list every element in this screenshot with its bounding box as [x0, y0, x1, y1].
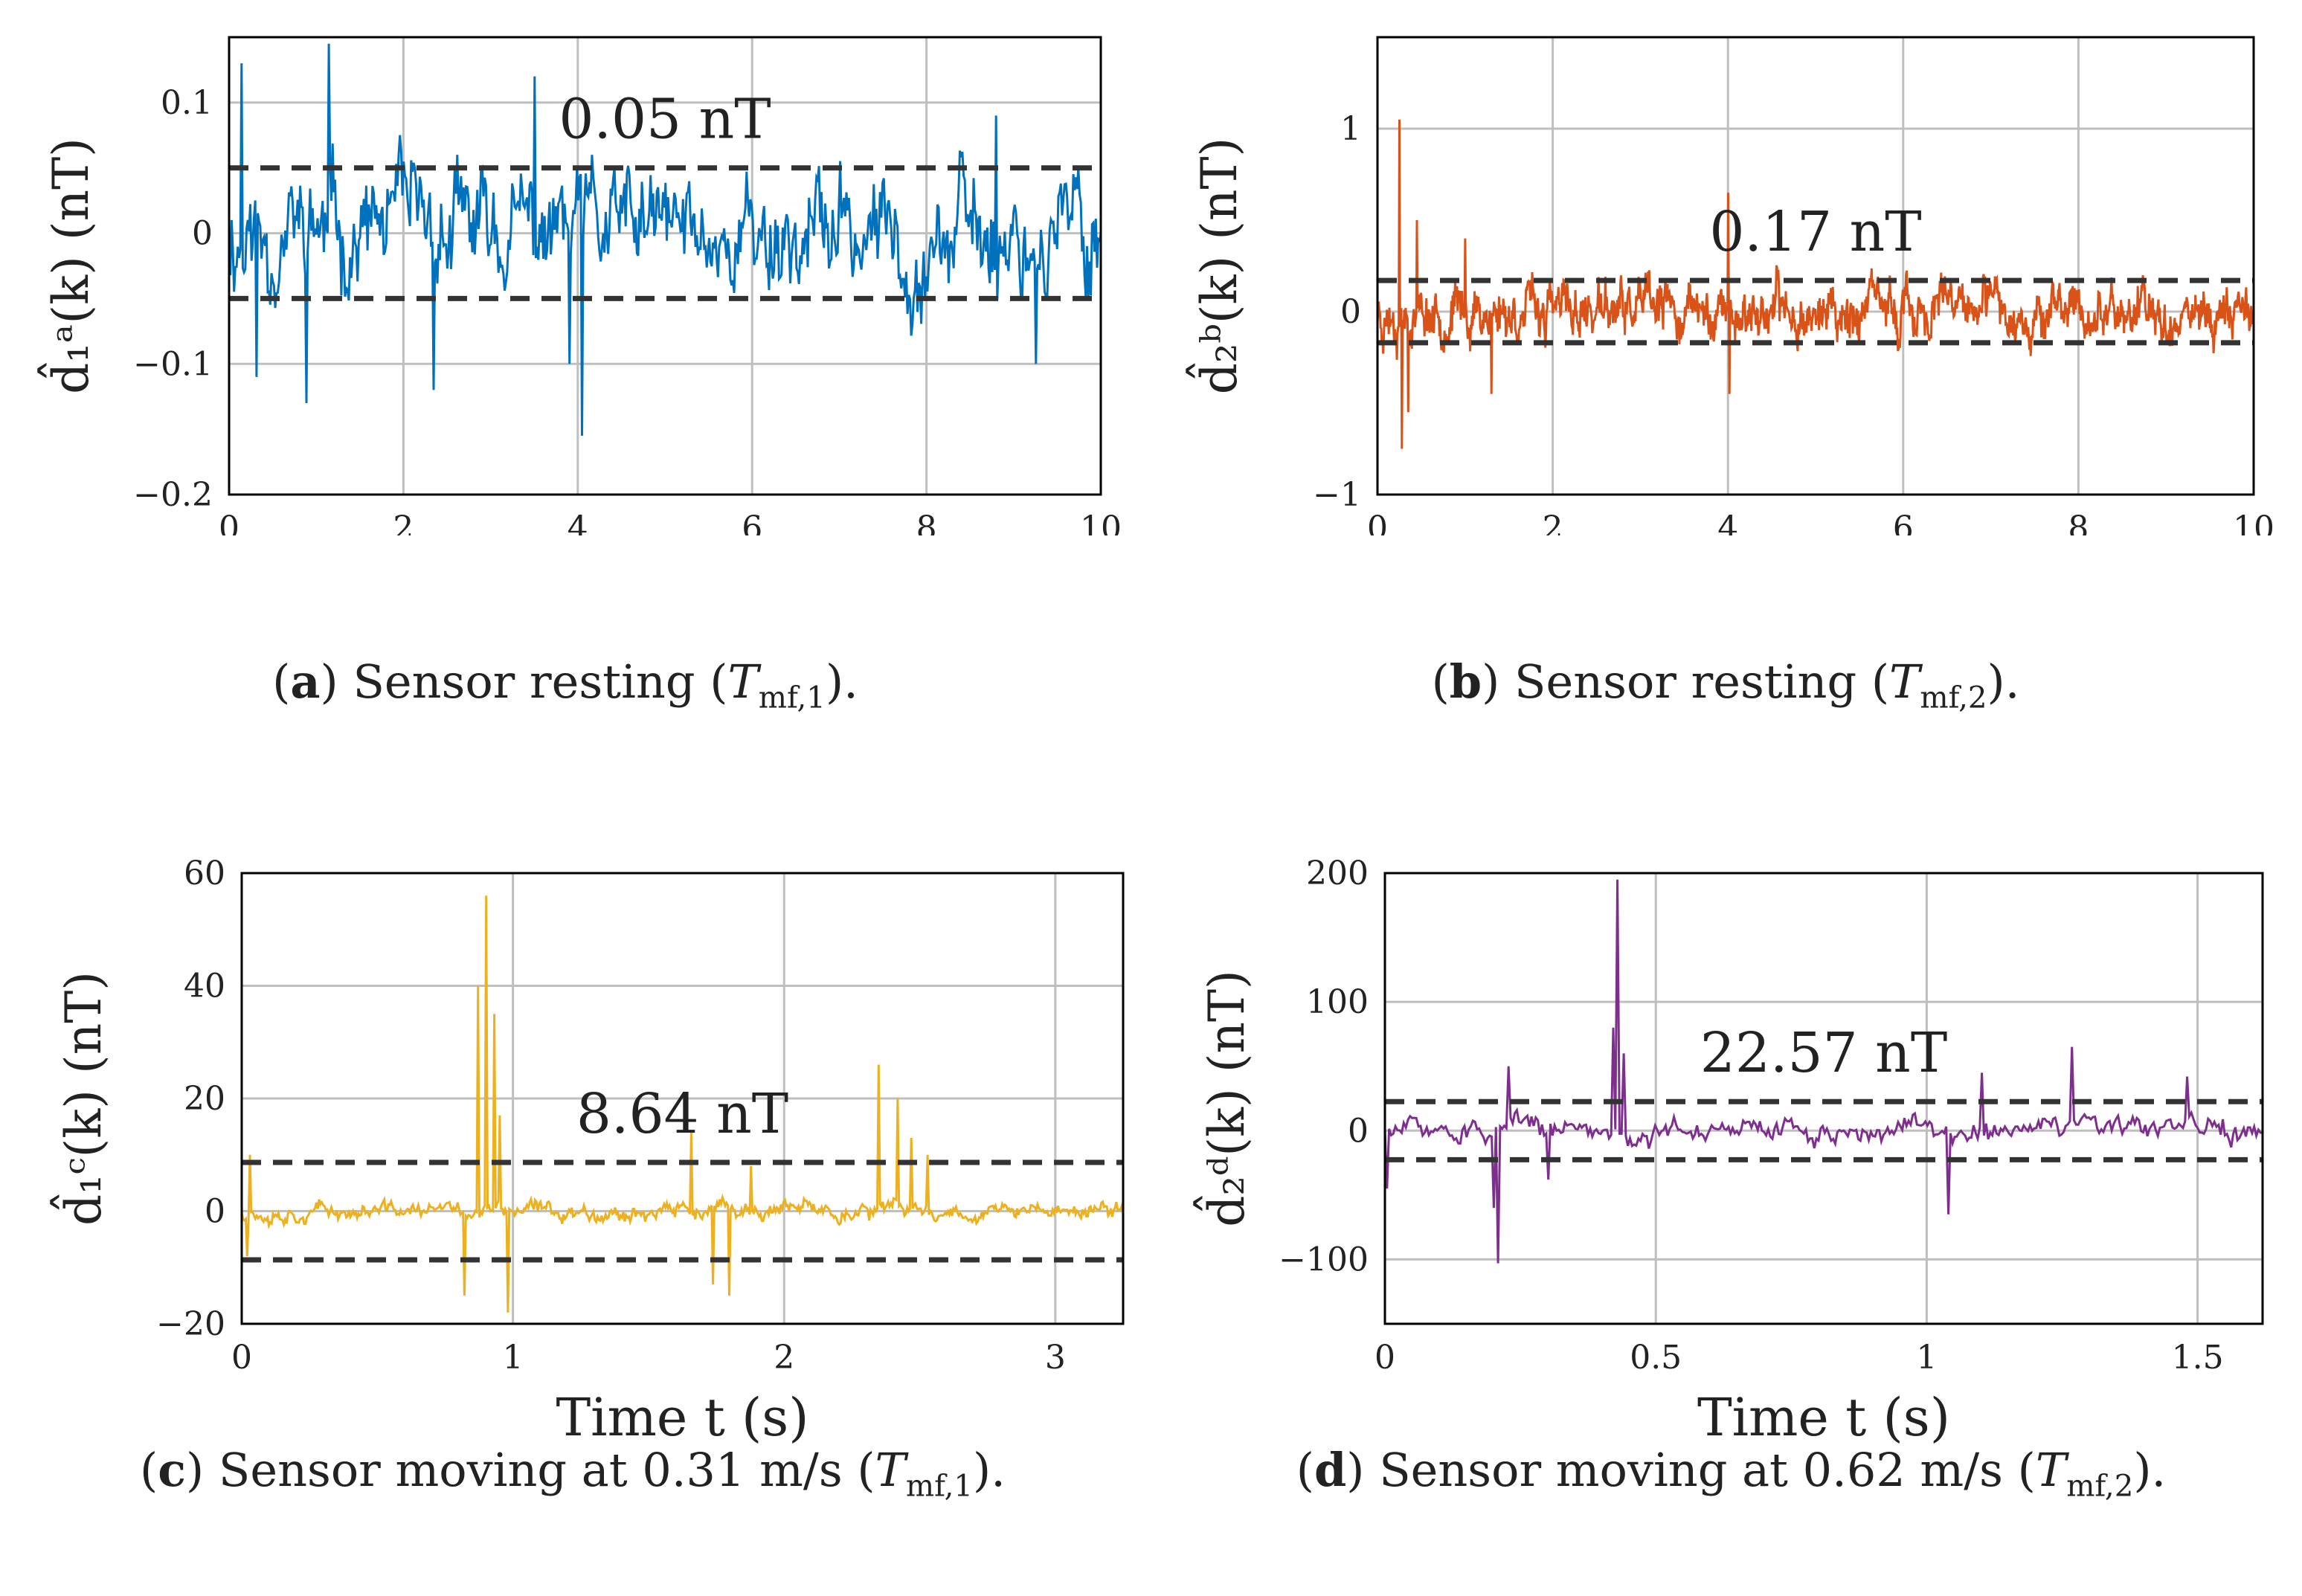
- x-tick-label: 0: [219, 509, 239, 535]
- x-tick-label: 0: [231, 1339, 252, 1377]
- caption-var: T: [727, 654, 759, 709]
- series-line-d2b: [1377, 119, 2254, 449]
- caption-end: ).: [1987, 654, 2020, 709]
- x-tick-label: 0: [1375, 1339, 1395, 1377]
- x-tick-label: 6: [1893, 509, 1914, 535]
- caption-sub: mf,2: [2066, 1468, 2134, 1504]
- axes-box: [1383, 872, 2264, 1325]
- y-tick-label: 1: [1340, 110, 1361, 148]
- axes-box: [228, 36, 1102, 496]
- x-tick-label: 4: [568, 509, 588, 535]
- y-tick-label: 0: [1348, 1112, 1369, 1150]
- caption-end: ).: [2133, 1443, 2167, 1497]
- y-tick-label: −1: [1313, 476, 1361, 514]
- x-tick-label: 0.5: [1630, 1339, 1682, 1377]
- caption-b: (b) Sensor resting (Tmf,2).: [1431, 654, 2020, 715]
- caption-sub: mf,2: [1920, 680, 1987, 715]
- series-line-d1c: [242, 895, 1123, 1313]
- x-tick-label: 1: [1916, 1339, 1937, 1377]
- y-tick-label: 40: [184, 968, 225, 1005]
- caption-end: ).: [973, 1443, 1006, 1497]
- caption-sub: mf,1: [758, 680, 826, 715]
- threshold-annotation: 8.64 nT: [576, 1082, 788, 1146]
- threshold-annotation: 0.17 nT: [1709, 200, 1921, 264]
- caption-letter: d: [1314, 1443, 1347, 1497]
- y-tick-label: 0: [1340, 293, 1361, 331]
- y-axis-label: d̂₂ᵈ(k) (nT): [1195, 970, 1256, 1227]
- x-tick-label: 2: [774, 1339, 794, 1377]
- y-axis-label: d̂₁ᵃ(k) (nT): [39, 138, 100, 394]
- caption-a: (a) Sensor resting (Tmf,1).: [272, 654, 858, 715]
- caption-sub: mf,1: [905, 1468, 974, 1504]
- caption-text: Sensor resting (: [338, 654, 728, 709]
- threshold-annotation: 22.57 nT: [1700, 1021, 1947, 1085]
- caption-c: (c) Sensor moving at 0.31 m/s (Tmf,1).: [140, 1443, 1006, 1504]
- caption-end: ).: [825, 654, 858, 709]
- x-tick-label: 8: [916, 509, 937, 535]
- y-axis-label: d̂₂ᵇ(k) (nT): [1187, 138, 1248, 395]
- y-tick-label: 100: [1306, 983, 1369, 1021]
- x-tick-label: 6: [742, 509, 762, 535]
- chart-svg-d: 0 0.5 1 1.5 −100 0 100 200 Time t (s) d̂₂ᵈ(k) (nT…: [1195, 855, 2264, 1448]
- y-tick-label: 200: [1306, 855, 1369, 892]
- axes-box: [1376, 36, 2255, 496]
- y-tick-label: 0.1: [161, 84, 213, 122]
- chart-panel-d: 0 0.5 1 1.5 −100 0 100 200 Time t (s) d̂₂ᵈ(k) (nT…: [1160, 833, 2302, 1461]
- x-axis-label: Time t (s): [556, 1387, 808, 1448]
- y-tick-label: −100: [1279, 1241, 1369, 1278]
- y-tick-label: −20: [156, 1305, 225, 1343]
- x-axis-label: Time t (s): [1697, 1387, 1950, 1448]
- caption-var: T: [875, 1443, 906, 1497]
- x-tick-label: 3: [1045, 1339, 1066, 1377]
- x-tick-label: 8: [2068, 509, 2089, 535]
- caption-letter: b: [1449, 654, 1482, 709]
- caption-var: T: [1889, 654, 1920, 709]
- series-line-d2d: [1385, 879, 2263, 1264]
- caption-letter: a: [290, 654, 321, 709]
- caption-text: Sensor moving at 0.62 m/s (: [1364, 1443, 2036, 1497]
- x-tick-label: 10: [1080, 509, 1122, 535]
- x-tick-label: 0: [1367, 509, 1388, 535]
- y-tick-label: 0: [205, 1193, 225, 1231]
- y-tick-label: 0: [192, 215, 213, 253]
- caption-d: (d) Sensor moving at 0.62 m/s (Tmf,2).: [1296, 1443, 2167, 1504]
- threshold-annotation: 0.05 nT: [559, 88, 771, 152]
- x-tick-label: 4: [1717, 509, 1738, 535]
- y-tick-label: 20: [184, 1080, 225, 1118]
- x-tick-label: 1: [503, 1339, 524, 1377]
- y-tick-label: −0.1: [133, 345, 213, 383]
- y-tick-label: 60: [184, 855, 225, 892]
- caption-text: Sensor moving at 0.31 m/s (: [204, 1443, 875, 1497]
- chart-panel-c: 0 1 2 3 −20 0 20 40 60 Time t (s) d̂₁ᶜ(k) (nT) 8.64…: [0, 833, 1145, 1461]
- x-tick-label: 1.5: [2172, 1339, 2224, 1377]
- x-tick-label: 2: [393, 509, 414, 535]
- caption-text: Sensor resting (: [1499, 654, 1890, 709]
- caption-var: T: [2035, 1443, 2067, 1497]
- y-tick-label: −0.2: [133, 476, 213, 514]
- series-line-d1a: [229, 43, 1101, 436]
- x-tick-label: 10: [2233, 509, 2274, 535]
- x-tick-label: 2: [1543, 509, 1563, 535]
- caption-letter: c: [158, 1443, 186, 1497]
- axes-box: [240, 872, 1125, 1325]
- y-axis-label: d̂₁ᶜ(k) (nT): [51, 971, 112, 1226]
